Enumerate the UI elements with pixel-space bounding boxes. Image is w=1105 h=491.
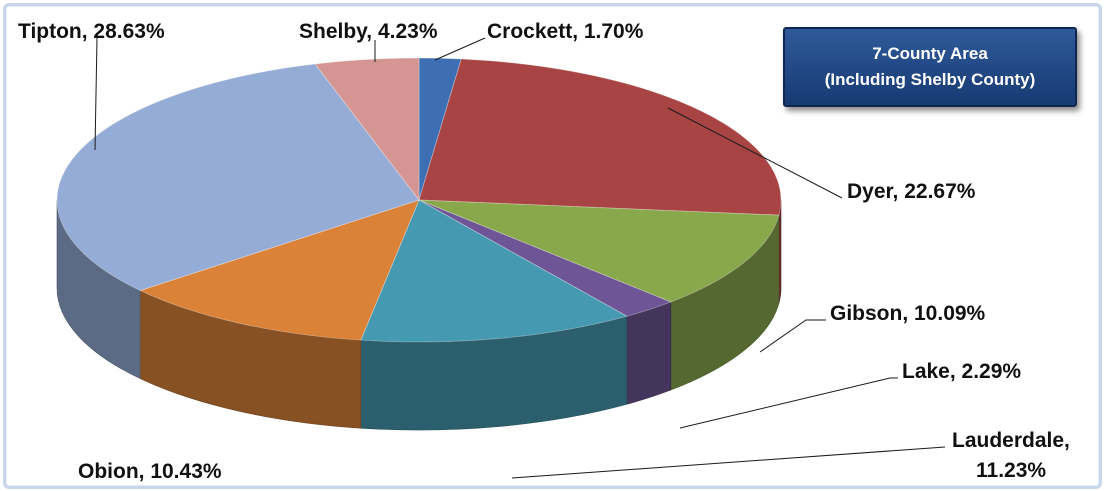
slice-gibson: [418, 199, 780, 303]
pie-3d-sides: [56, 199, 782, 431]
label-gibson: Gibson, 10.09%: [830, 302, 986, 325]
leader-line-tipton: [94, 37, 98, 151]
leader-line-gibson: [759, 319, 826, 353]
label-crockett: Crockett, 1.70%: [487, 20, 644, 43]
chart-title-box: 7-County Area (Including Shelby County): [783, 27, 1077, 107]
leader-line-crockett: [434, 37, 486, 61]
slice-lauderdale: [360, 199, 628, 343]
chart-title-line-2: (Including Shelby County): [824, 70, 1036, 89]
pie-top-faces: [56, 57, 782, 343]
slice-side-lake: [626, 301, 672, 405]
slice-tipton: [56, 63, 420, 291]
slice-dyer: [418, 58, 782, 216]
label-lauderdale: Lauderdale,: [952, 429, 1070, 452]
slice-obion: [139, 199, 420, 341]
label-obion: Obion, 10.43%: [78, 460, 222, 483]
chart-title-line-1: 7-County Area: [872, 44, 988, 63]
slice-lake: [418, 199, 672, 317]
leader-line-lauderdale: [511, 446, 946, 479]
label-tipton: Tipton, 28.63%: [18, 20, 165, 43]
label-shelby: Shelby, 4.23%: [299, 20, 438, 43]
label-lake: Lake, 2.29%: [902, 360, 1021, 383]
label-dyer: Dyer, 22.67%: [847, 180, 976, 203]
label-leader-lines: [94, 37, 946, 479]
slice-shelby: [314, 57, 420, 202]
leader-line-dyer: [667, 107, 843, 199]
label-lauderdale-value: 11.23%: [976, 459, 1046, 482]
slice-labels: Crockett, 1.70% Dyer, 22.67% Gibson, 10.09…: [18, 20, 1070, 483]
leader-line-lake: [679, 377, 898, 429]
